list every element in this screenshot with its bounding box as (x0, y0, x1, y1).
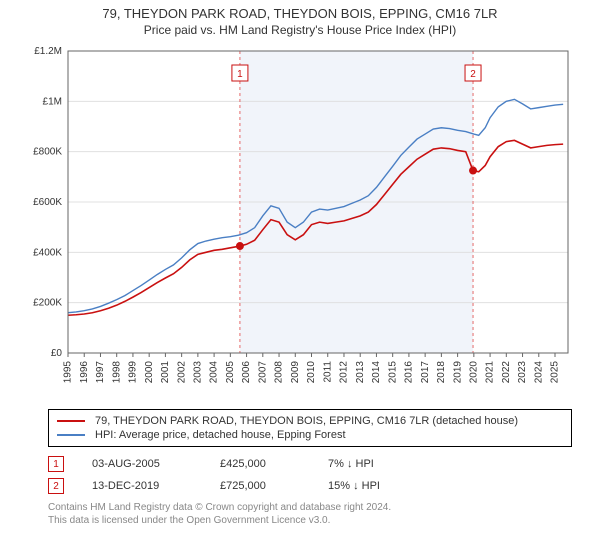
marker-delta: 15% ↓ HPI (328, 480, 380, 492)
svg-text:2020: 2020 (468, 361, 479, 384)
footer-line: This data is licensed under the Open Gov… (48, 514, 572, 527)
svg-text:2007: 2007 (257, 361, 268, 384)
svg-text:2008: 2008 (274, 361, 285, 384)
marker-row: 2 13-DEC-2019 £725,000 15% ↓ HPI (48, 475, 572, 497)
svg-text:1999: 1999 (128, 361, 139, 384)
chart-subtitle: Price paid vs. HM Land Registry's House … (0, 23, 600, 37)
svg-text:2024: 2024 (533, 361, 544, 384)
svg-text:2022: 2022 (501, 361, 512, 384)
svg-text:1: 1 (237, 69, 243, 80)
marker-row: 1 03-AUG-2005 £425,000 7% ↓ HPI (48, 453, 572, 475)
footer: Contains HM Land Registry data © Crown c… (48, 501, 572, 527)
svg-text:2002: 2002 (176, 361, 187, 384)
svg-text:2015: 2015 (387, 361, 398, 384)
marker-chip: 1 (48, 456, 64, 472)
svg-text:2021: 2021 (485, 361, 496, 384)
svg-text:2010: 2010 (306, 361, 317, 384)
chart-area: £0 £200K £400K £600K £800K £1M £1.2M 1995 1996 19… (20, 43, 580, 403)
marker-date: 03-AUG-2005 (92, 458, 192, 470)
marker-delta: 7% ↓ HPI (328, 458, 374, 470)
svg-text:£600K: £600K (33, 197, 62, 208)
svg-text:£200K: £200K (33, 298, 62, 309)
svg-text:2003: 2003 (193, 361, 204, 384)
svg-text:2005: 2005 (225, 361, 236, 384)
footer-line: Contains HM Land Registry data © Crown c… (48, 501, 572, 514)
svg-text:£800K: £800K (33, 147, 62, 158)
svg-text:£1M: £1M (43, 96, 62, 107)
marker-chip: 2 (48, 478, 64, 494)
chart-title: 79, THEYDON PARK ROAD, THEYDON BOIS, EPP… (0, 6, 600, 21)
svg-text:2013: 2013 (355, 361, 366, 384)
marker-price: £425,000 (220, 458, 300, 470)
svg-text:2011: 2011 (322, 361, 333, 383)
marker-date: 13-DEC-2019 (92, 480, 192, 492)
legend-swatch (57, 434, 85, 436)
marker-price: £725,000 (220, 480, 300, 492)
svg-text:2009: 2009 (290, 361, 301, 384)
line-chart: £0 £200K £400K £600K £800K £1M £1.2M 1995 1996 19… (20, 43, 580, 403)
svg-text:2014: 2014 (371, 361, 382, 384)
marker-table: 1 03-AUG-2005 £425,000 7% ↓ HPI 2 13-DEC… (48, 453, 572, 497)
svg-text:2016: 2016 (404, 361, 415, 384)
svg-text:2006: 2006 (241, 361, 252, 384)
svg-text:£1.2M: £1.2M (34, 46, 62, 57)
svg-text:1998: 1998 (111, 361, 122, 384)
svg-text:2017: 2017 (420, 361, 431, 384)
legend: 79, THEYDON PARK ROAD, THEYDON BOIS, EPP… (48, 409, 572, 447)
svg-text:2001: 2001 (160, 361, 171, 384)
legend-label: 79, THEYDON PARK ROAD, THEYDON BOIS, EPP… (95, 415, 518, 427)
svg-text:2019: 2019 (452, 361, 463, 384)
svg-text:1995: 1995 (63, 361, 74, 384)
svg-text:1997: 1997 (95, 361, 106, 384)
svg-text:2: 2 (470, 69, 476, 80)
svg-text:2023: 2023 (517, 361, 528, 384)
legend-item: 79, THEYDON PARK ROAD, THEYDON BOIS, EPP… (57, 414, 563, 428)
svg-text:2012: 2012 (339, 361, 350, 384)
legend-item: HPI: Average price, detached house, Eppi… (57, 428, 563, 442)
legend-label: HPI: Average price, detached house, Eppi… (95, 429, 346, 441)
svg-text:2004: 2004 (209, 361, 220, 384)
svg-text:£0: £0 (51, 348, 63, 359)
svg-text:£400K: £400K (33, 247, 62, 258)
legend-swatch (57, 420, 85, 422)
chart-title-block: 79, THEYDON PARK ROAD, THEYDON BOIS, EPP… (0, 0, 600, 39)
svg-text:2000: 2000 (144, 361, 155, 384)
svg-text:2025: 2025 (550, 361, 561, 384)
svg-text:1996: 1996 (79, 361, 90, 384)
svg-text:2018: 2018 (436, 361, 447, 384)
